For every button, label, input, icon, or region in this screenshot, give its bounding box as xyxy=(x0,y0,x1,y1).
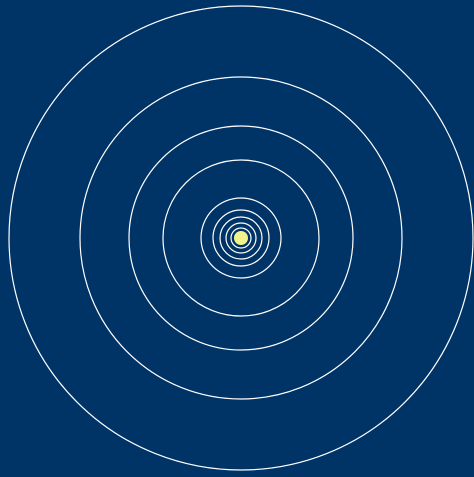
orbit-ring xyxy=(219,216,263,260)
orbit-ring xyxy=(230,227,252,249)
orbit-ring xyxy=(8,5,474,471)
orbit-ring xyxy=(162,159,320,317)
orbit-ring xyxy=(200,197,282,279)
orbit-ring xyxy=(79,76,403,400)
center-body xyxy=(234,231,248,245)
orbit-ring xyxy=(225,222,257,254)
orbit-ring xyxy=(128,125,354,351)
orbit-ring xyxy=(212,209,270,267)
orbit-rings xyxy=(8,5,474,471)
